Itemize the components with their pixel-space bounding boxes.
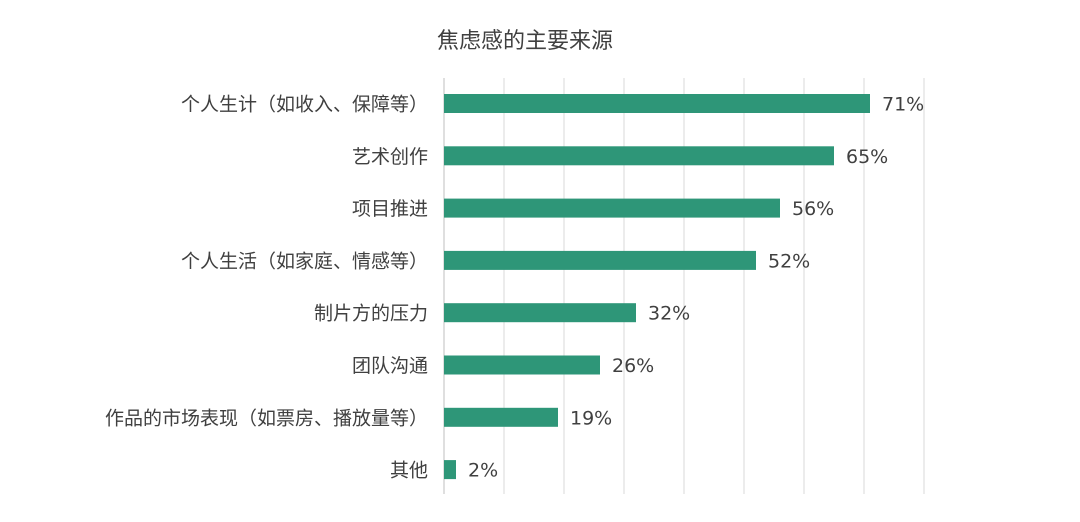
data-label: 26% — [612, 355, 654, 377]
bar — [444, 303, 636, 323]
bar — [444, 460, 456, 480]
category-label: 制片方的压力 — [314, 303, 428, 325]
bar — [444, 198, 780, 218]
bars: 个人生计（如收入、保障等） 71% 艺术创作 65% 项目推进 56% 个人生活（如家庭、情… — [105, 94, 924, 482]
category-label: 项目推进 — [352, 198, 428, 220]
grid-lines — [443, 78, 925, 494]
data-label: 52% — [768, 250, 810, 272]
data-label: 2% — [468, 460, 498, 482]
bar — [444, 407, 558, 427]
bar — [444, 94, 870, 113]
bar — [444, 355, 600, 375]
category-label: 团队沟通 — [352, 355, 428, 377]
chart-title: 焦虑感的主要来源 — [437, 29, 613, 54]
category-label: 个人生计（如收入、保障等） — [181, 94, 428, 116]
data-label: 71% — [882, 94, 924, 116]
category-label: 个人生活（如家庭、情感等） — [181, 250, 428, 272]
bar — [444, 250, 756, 270]
category-label: 艺术创作 — [352, 146, 428, 168]
category-label: 作品的市场表现（如票房、播放量等） — [105, 407, 428, 429]
category-label: 其他 — [390, 460, 428, 482]
data-label: 65% — [846, 146, 888, 168]
data-label: 32% — [648, 303, 690, 325]
data-label: 19% — [570, 407, 612, 429]
bar — [444, 146, 834, 166]
data-label: 56% — [792, 198, 834, 220]
